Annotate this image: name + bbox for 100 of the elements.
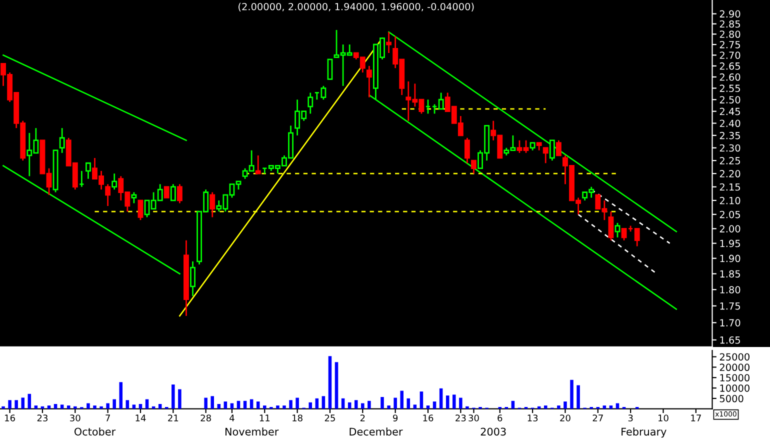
x-tick-label: 2003 — [480, 428, 506, 436]
x-tick-label: 25 — [324, 414, 335, 422]
y-tick-label: 2.35 — [720, 132, 740, 140]
bar — [328, 356, 332, 409]
x-tick-label: 21 — [168, 414, 178, 422]
x-tick-label: 9 — [393, 414, 398, 422]
x-tick-label: 6 — [498, 414, 502, 422]
y-tick-label: 2.25 — [720, 157, 740, 164]
bar — [14, 400, 18, 409]
y-tick-label: 1.65 — [720, 336, 740, 344]
bar — [86, 403, 90, 409]
bar — [368, 400, 371, 409]
y-tick-label: 2.15 — [720, 183, 740, 191]
candlestick — [542, 147, 548, 164]
bar — [263, 406, 266, 409]
candlestick — [327, 58, 333, 80]
bar — [570, 380, 574, 409]
bar — [210, 396, 214, 409]
bar — [452, 394, 456, 409]
x-tick-label: December — [350, 428, 403, 436]
candlestick — [438, 92, 444, 110]
x-tick-label: 3 — [628, 414, 633, 422]
bar — [564, 402, 567, 409]
y-tick-label: 2.55 — [720, 84, 740, 92]
y-tick-label: 2.10 — [720, 196, 740, 204]
chart-title: (2.00000, 2.00000, 1.94000, 1.96000, -0.04000) — [238, 2, 474, 12]
x-tick-label: November — [226, 428, 279, 436]
bar — [172, 384, 175, 409]
candlestick — [190, 260, 196, 297]
y-tick-label: 2.05 — [720, 210, 740, 218]
candlestick — [308, 92, 314, 114]
candlestick — [176, 183, 182, 204]
bar — [93, 406, 96, 409]
x-tick-label: 27 — [592, 414, 603, 422]
candlestick — [556, 140, 562, 156]
candlestick — [85, 162, 91, 180]
x-tick-label: 28 — [200, 414, 211, 422]
bar — [446, 396, 450, 409]
bar — [21, 398, 25, 409]
bar — [8, 400, 12, 409]
x-tick-label: 20 — [560, 414, 570, 422]
candlestick — [366, 65, 372, 98]
candlestick — [464, 137, 470, 164]
bar — [576, 385, 580, 409]
y-tick-label: 2.60 — [720, 73, 740, 81]
candlestick — [210, 192, 216, 218]
y-tick-label: 2.50 — [720, 96, 740, 104]
bar — [354, 400, 358, 409]
x-tick-label: 7 — [106, 414, 110, 422]
x-tick-label: 11 — [260, 414, 270, 422]
bar — [420, 392, 424, 409]
bar — [387, 406, 390, 409]
y-tick-label: 1.70 — [720, 319, 740, 326]
bar — [119, 382, 123, 409]
bar — [276, 406, 280, 409]
candlestick — [105, 183, 111, 207]
y-tick-label: 25000 — [720, 353, 750, 361]
y-tick-label: 20000 — [720, 364, 750, 372]
y-tick-label: 1.90 — [720, 254, 740, 262]
bar — [178, 389, 182, 409]
y-tick-label: 5000 — [720, 394, 744, 402]
bar — [400, 390, 404, 409]
bar — [361, 403, 364, 409]
y-tick-label: 1.75 — [720, 302, 740, 310]
bar — [439, 388, 443, 409]
y-tick-label: 1.80 — [720, 286, 740, 294]
x-tick-label: 18 — [292, 414, 302, 422]
candlestick — [112, 172, 118, 190]
y-tick-label: 2.40 — [720, 120, 740, 128]
candlestick — [59, 127, 65, 154]
x-tick-label: February — [622, 428, 666, 438]
candlestick — [386, 31, 392, 54]
y-tick-label: 2.75 — [720, 40, 740, 48]
bar — [394, 398, 397, 409]
x-tick-label: 4 — [230, 414, 234, 422]
bar — [296, 398, 299, 409]
y-tick-label: 10000 — [720, 384, 750, 392]
y-tick-label: 1.85 — [720, 270, 740, 278]
x-tick-label: 10 — [658, 414, 668, 422]
y-tick-label: 2.45 — [720, 108, 740, 116]
y-tick-label: 2.20 — [720, 170, 740, 178]
x-tick-label: 14 — [136, 414, 146, 422]
bar — [106, 403, 110, 409]
bar — [544, 406, 548, 409]
y-tick-label: 2.00 — [720, 225, 740, 232]
y-tick-label: 2.30 — [720, 144, 740, 152]
x-tick-label: 23 — [37, 414, 48, 422]
candlestick — [549, 140, 555, 162]
bar — [557, 406, 560, 409]
x-tick-label: October — [74, 428, 116, 436]
candlestick — [255, 154, 261, 174]
y-tick-label: 15000 — [720, 374, 750, 382]
candlestick — [608, 210, 614, 242]
x-tick-label: 30 — [70, 414, 80, 422]
x-tick-label: 16 — [423, 414, 434, 422]
candlestick — [164, 186, 170, 198]
x-tick-label: 2 — [360, 414, 365, 422]
x-tick-label: 30 — [468, 414, 479, 422]
x-tick-label: 17 — [691, 414, 701, 422]
candlestick — [131, 192, 137, 204]
